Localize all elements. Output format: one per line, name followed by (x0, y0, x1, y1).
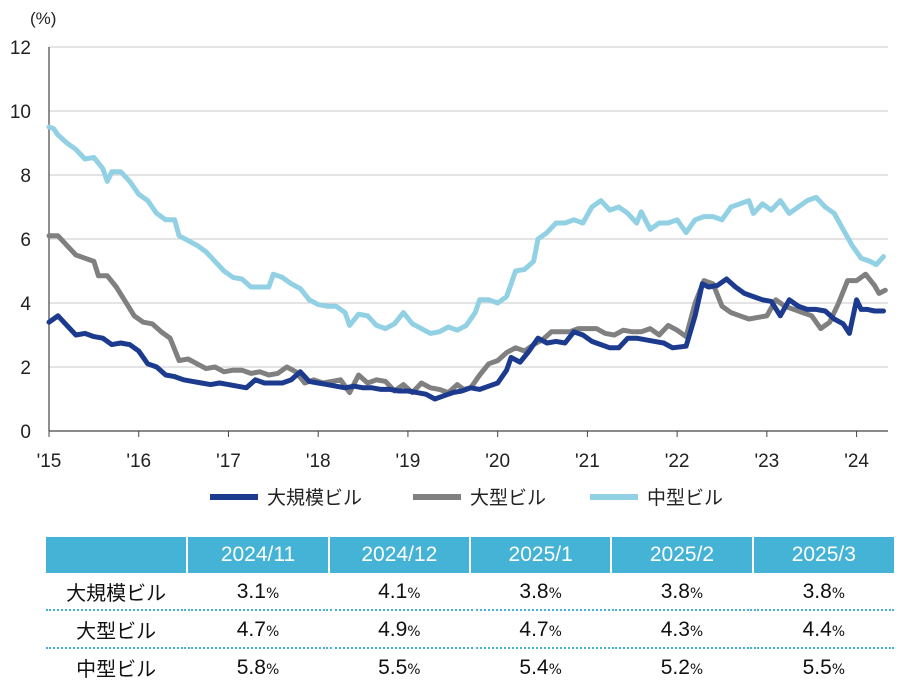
x-tick-label: '16 (126, 451, 151, 472)
percent-unit: % (689, 661, 704, 678)
table-cell: 5.5% (751, 648, 894, 685)
percent-unit: % (265, 585, 280, 602)
table-cell: 3.8% (751, 573, 894, 611)
y-tick-label: 12 (10, 38, 31, 59)
series-line (46, 276, 886, 402)
percent-unit: % (407, 661, 421, 678)
percent-unit: % (407, 623, 421, 640)
x-tick-label: '20 (485, 451, 510, 472)
table-cell: 3.1% (186, 573, 329, 611)
table-row: 中型ビル 5.8% 5.5% 5.4% 5.2% 5.5% (46, 648, 894, 685)
percent-unit: % (689, 623, 704, 640)
cell-value: 3.8 (802, 579, 832, 603)
x-tick-label: '22 (665, 451, 690, 472)
table-cell: 4.7% (186, 610, 329, 649)
table-header-row: 2024/11 2024/12 2025/1 2025/2 2025/3 (46, 537, 894, 573)
y-tick-label: 10 (10, 102, 31, 123)
y-tick-label: 0 (20, 422, 31, 443)
cell-value: 5.8 (236, 655, 266, 679)
x-tick-label: '23 (754, 451, 779, 472)
table-cell: 4.1% (327, 573, 470, 611)
table-cell: 3.8% (610, 573, 753, 611)
x-tick-label: '15 (37, 451, 62, 472)
percent-unit: % (265, 623, 280, 640)
table-cell: 4.3% (610, 610, 753, 649)
x-tick-label: '21 (575, 451, 600, 472)
percent-unit: % (407, 585, 421, 602)
column-header: 2024/11 (186, 537, 329, 573)
table-row: 大型ビル 4.7% 4.9% 4.7% 4.3% 4.4% (46, 610, 894, 649)
cell-value: 3.1 (236, 579, 266, 603)
cell-value: 3.8 (519, 579, 549, 603)
y-tick-label: 6 (20, 230, 31, 251)
row-label: 中型ビル (76, 656, 157, 681)
percent-unit: % (548, 585, 562, 602)
table-cell: 5.5% (327, 648, 470, 685)
x-tick-label: '24 (844, 451, 869, 472)
legend-label: 大型ビル (470, 487, 546, 509)
x-tick-label: '17 (216, 451, 241, 472)
vacancy-rate-table: 2024/11 2024/12 2025/1 2025/2 2025/3 大規模… (46, 537, 894, 685)
percent-unit: % (265, 661, 280, 678)
y-tick-label: 2 (20, 358, 31, 379)
x-tick-label: '19 (396, 451, 421, 472)
cell-value: 4.1 (378, 579, 408, 603)
percent-unit: % (689, 585, 704, 602)
percent-unit: % (831, 623, 846, 640)
column-header: 2025/1 (468, 537, 612, 573)
series-line (46, 233, 888, 396)
x-tick-label: '18 (306, 451, 331, 472)
table-cell: 4.4% (751, 610, 894, 649)
cell-value: 4.9 (378, 617, 408, 641)
cell-value: 5.2 (660, 655, 690, 679)
column-header: 2024/12 (327, 537, 470, 573)
cell-value: 4.7 (519, 617, 549, 641)
cell-value: 5.5 (378, 655, 408, 679)
percent-unit: % (548, 661, 562, 678)
legend-label: 大規模ビル (267, 487, 362, 509)
table-cell: 4.9% (327, 610, 470, 649)
table-corner-cell (46, 537, 188, 573)
cell-value: 4.7 (236, 617, 266, 641)
cell-value: 4.4 (802, 617, 832, 641)
column-header: 2025/2 (610, 537, 753, 573)
vacancy-rate-chart: 0 2 4 6 8 10 12 (%) '15 '16 '17 '18 '19 '20 '21 '22 '23 '… (10, 9, 888, 509)
table-cell: 4.7% (468, 610, 612, 649)
y-axis-label: (%) (30, 9, 56, 28)
cell-value: 3.8 (660, 579, 690, 603)
cell-value: 5.5 (802, 655, 832, 679)
percent-unit: % (548, 623, 562, 640)
series-line (46, 124, 886, 336)
y-tick-label: 4 (20, 294, 31, 315)
cell-value: 4.3 (660, 617, 690, 641)
table-cell: 5.2% (610, 648, 753, 685)
cell-value: 5.4 (519, 655, 549, 679)
row-label: 大規模ビル (46, 573, 188, 611)
table-cell: 3.8% (468, 573, 612, 611)
percent-unit: % (831, 585, 846, 602)
percent-unit: % (831, 661, 846, 678)
table-row: 大規模ビル 3.1% 4.1% 3.8% 3.8% 3.8% (46, 573, 894, 611)
y-tick-label: 8 (20, 166, 31, 187)
row-label: 大型ビル (46, 610, 188, 649)
table-cell: 5.4% (468, 648, 612, 685)
legend-label: 中型ビル (647, 487, 723, 509)
table-cell: 5.8% (186, 648, 329, 685)
column-header: 2025/3 (751, 537, 894, 573)
